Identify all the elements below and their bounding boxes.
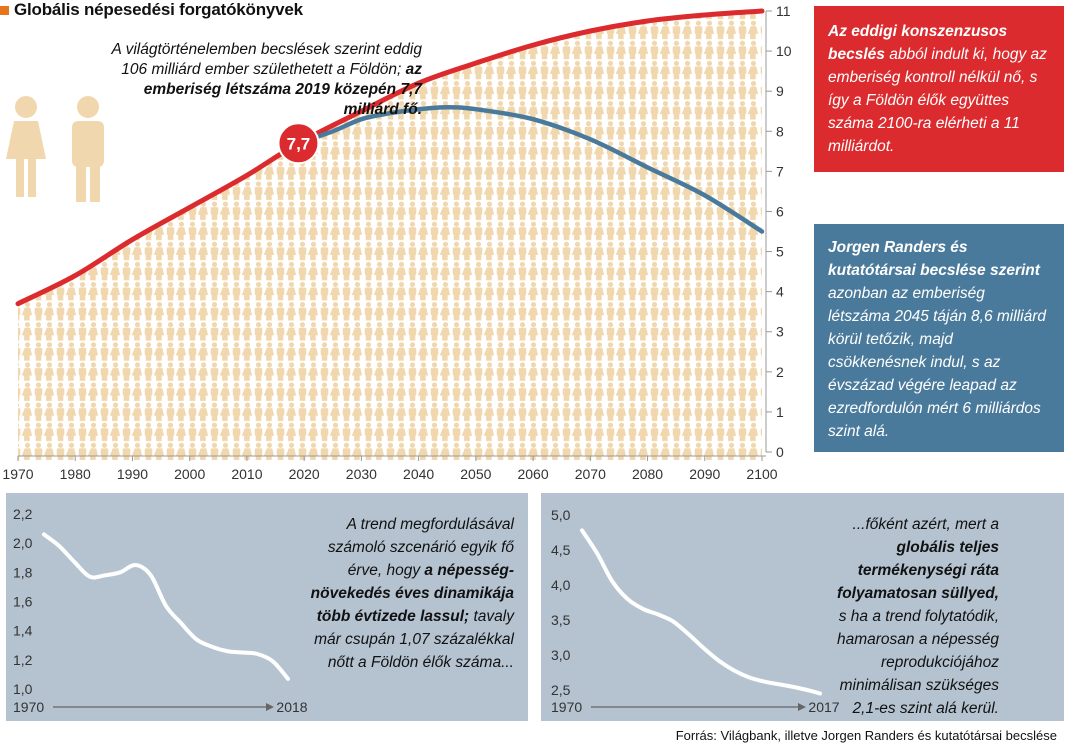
panel-trend-line <box>580 528 822 696</box>
y-tick-label: 2 <box>776 364 784 380</box>
y-tick-label: 6 <box>776 203 784 219</box>
consensus-box-bold: Az eddigi konszenzusos becslés <box>828 23 1008 63</box>
panel-y-tick-label: 4,0 <box>551 577 571 593</box>
x-tick-label: 1970 <box>2 466 33 482</box>
x-tick-label: 2080 <box>632 466 663 482</box>
y-tick-label: 11 <box>776 3 791 19</box>
panel-y-tick-label: 2,0 <box>13 535 33 551</box>
intro-part2: az emberiség létszáma 2019 közepén 7,7 m… <box>143 61 422 118</box>
growth-rate-panel: 1,0 1,2 1,4 1,6 1,8 2,0 2,2 1970 2018 A trend me… <box>6 493 528 721</box>
randers-box: Jorgen Randers és kutatótársai becslése … <box>814 224 1064 452</box>
randers-box-text: azonban az emberiség létszáma 2045 táján… <box>828 285 1046 440</box>
chart-title: Globális népesedési forgatókönyvek <box>0 0 303 20</box>
growth-rate-text: A trend megfordulásával számoló szcenári… <box>302 513 514 674</box>
big-people-icon <box>6 96 104 202</box>
intro-text: A világtörténelemben becslések szerint e… <box>92 40 422 120</box>
marker-label: 7,7 <box>287 134 311 153</box>
title-text: Globális népesedési forgatókönyvek <box>14 0 303 19</box>
growth-rate-chart: 1,0 1,2 1,4 1,6 1,8 2,0 2,2 1970 2018 <box>13 506 308 715</box>
growth-text-p1: A trend megfordulásával számoló szcenári… <box>327 516 514 579</box>
panel-y-tick-label: 1,6 <box>13 594 33 610</box>
x-tick-label: 1990 <box>117 466 148 482</box>
panel-y-tick-label: 3,0 <box>551 647 571 663</box>
consensus-line <box>15 8 765 307</box>
x-tick-label: 2070 <box>575 466 606 482</box>
x-tick-label: 2030 <box>346 466 377 482</box>
intro-part1: A világtörténelemben becslések szerint e… <box>111 41 422 78</box>
y-tick-label: 0 <box>776 444 784 460</box>
fertility-panel: 2,5 3,0 3,5 4,0 4,5 5,0 1970 2017 ...főként azé… <box>541 493 1064 721</box>
source-note: Forrás: Világbank, illetve Jorgen Rander… <box>675 728 1057 743</box>
x-tick-label: 2090 <box>689 466 720 482</box>
x-tick-label: 2050 <box>460 466 491 482</box>
current-value-marker: 7,7 <box>277 122 320 165</box>
panel-x-end-label: 2018 <box>276 699 307 715</box>
panel-y-tick-label: 2,2 <box>13 506 33 522</box>
y-tick-label: 10 <box>776 43 792 59</box>
y-tick-label: 8 <box>776 123 784 139</box>
panel-arrow-head-icon <box>266 703 274 711</box>
randers-line <box>296 104 765 234</box>
panel-y-tick-label: 1,4 <box>13 623 33 639</box>
growth-text-bold: a népesség-növekedés éves dinamikája töb… <box>310 562 514 625</box>
panel-y-tick-label: 4,5 <box>551 542 571 558</box>
x-tick-label: 2000 <box>174 466 205 482</box>
y-tick-label: 5 <box>776 244 784 260</box>
x-tick-label: 2040 <box>403 466 434 482</box>
fertility-text-p1: ...főként azért, mert a <box>852 516 999 533</box>
y-tick-label: 4 <box>776 284 784 300</box>
panel-y-tick-label: 1,8 <box>13 564 33 580</box>
panel-x-end-label: 2017 <box>808 699 839 715</box>
consensus-box: Az eddigi konszenzusos becslés abból ind… <box>814 6 1064 172</box>
panel-y-tick-label: 3,5 <box>551 612 571 628</box>
population-area <box>18 11 762 460</box>
y-tick-label: 1 <box>776 404 784 420</box>
fertility-text: ...főként azért, mert a globális teljes … <box>831 513 999 720</box>
title-marker-icon <box>0 6 9 16</box>
x-axis: 1970 1980 1990 2000 2010 2020 2030 2040 2050 2060… <box>2 455 778 482</box>
panel-arrow-head-icon <box>798 703 806 711</box>
y-tick-label: 9 <box>776 83 784 99</box>
y-tick-label: 3 <box>776 324 784 340</box>
randers-box-bold: Jorgen Randers és kutatótársai becslése … <box>828 239 1040 279</box>
y-tick-label: 7 <box>776 163 784 179</box>
panel-x-start-label: 1970 <box>551 699 582 715</box>
x-tick-label: 2010 <box>231 466 262 482</box>
fertility-chart: 2,5 3,0 3,5 4,0 4,5 5,0 1970 2017 <box>551 507 840 715</box>
fertility-text-bold: globális teljes termékenységi ráta folya… <box>837 539 999 602</box>
x-tick-label: 2060 <box>517 466 548 482</box>
panel-y-tick-label: 5,0 <box>551 507 571 523</box>
x-tick-label: 1980 <box>60 466 91 482</box>
marker-circle <box>277 122 320 165</box>
panel-trend-line <box>42 532 290 681</box>
panel-y-tick-label: 1,2 <box>13 652 33 668</box>
panel-y-tick-label: 1,0 <box>13 681 33 697</box>
main-chart: 0 1 2 3 4 5 6 7 8 9 10 11 1970 1980 1990 2000 2010 2020 2… <box>2 3 792 482</box>
x-tick-label: 2020 <box>289 466 320 482</box>
fertility-text-p2: s ha a trend folytatódik, hamarosan a né… <box>836 608 999 717</box>
y-axis: 0 1 2 3 4 5 6 7 8 9 10 11 <box>765 3 792 460</box>
panel-y-tick-label: 2,5 <box>551 682 571 698</box>
consensus-box-text: abból indult ki, hogy az emberiség kontr… <box>828 46 1047 155</box>
x-tick-label: 2100 <box>746 466 777 482</box>
growth-text-p2: tavaly már csupán 1,07 százalékkal nőtt … <box>314 608 514 671</box>
panel-x-start-label: 1970 <box>13 699 44 715</box>
